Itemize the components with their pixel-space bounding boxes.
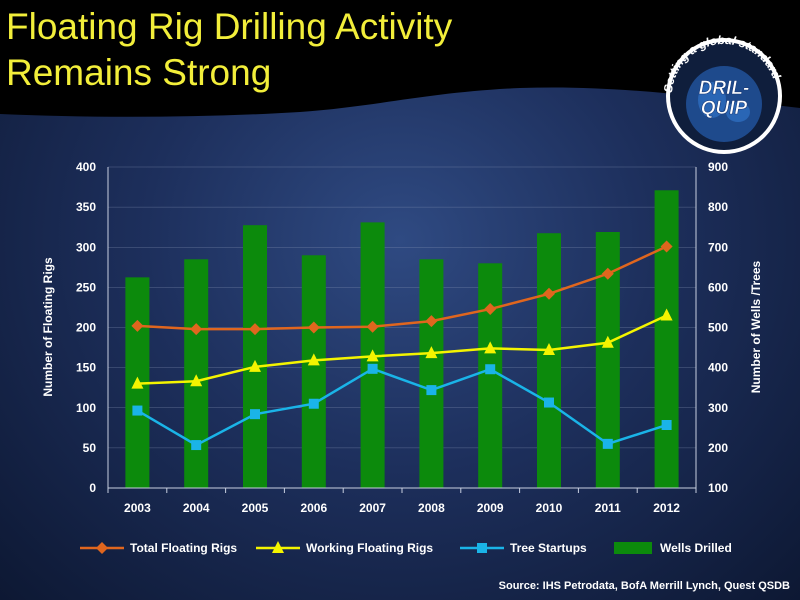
y-axis-right-label: Number of Wells /Trees bbox=[749, 260, 763, 393]
y-left-tick-label: 100 bbox=[76, 401, 96, 415]
y-left-tick-label: 350 bbox=[76, 200, 96, 214]
y-left-tick-label: 250 bbox=[76, 280, 96, 294]
point-tree-startups bbox=[250, 409, 260, 420]
x-tick-label: 2007 bbox=[359, 501, 386, 515]
y-right-tick-label: 200 bbox=[708, 441, 728, 455]
point-total-floating-rigs bbox=[366, 320, 379, 333]
y-right-tick-label: 100 bbox=[708, 481, 728, 495]
y-right-tick-label: 700 bbox=[708, 240, 728, 254]
point-total-floating-rigs bbox=[484, 303, 497, 316]
point-working-floating-rigs bbox=[131, 376, 144, 389]
bar-wells-drilled bbox=[243, 225, 267, 488]
logo-brand-line1: DRIL- bbox=[699, 78, 750, 99]
point-working-floating-rigs bbox=[249, 359, 261, 372]
y-right-tick-label: 800 bbox=[708, 200, 728, 214]
y-axis-left-label: Number of Floating Rigs bbox=[41, 257, 55, 397]
x-tick-label: 2011 bbox=[595, 501, 621, 515]
source-note: Source: IHS Petrodata, BofA Merrill Lync… bbox=[498, 580, 790, 592]
bar-wells-drilled bbox=[478, 263, 503, 488]
x-tick-label: 2005 bbox=[242, 501, 269, 515]
bar-wells-drilled bbox=[301, 255, 326, 488]
x-tick-label: 2012 bbox=[653, 501, 680, 515]
point-tree-startups bbox=[426, 385, 437, 396]
legend-marker-total-floating-rigs bbox=[96, 542, 108, 554]
header-banner: Floating Rig Drilling Activity Remains S… bbox=[0, 0, 800, 130]
y-left-tick-label: 0 bbox=[89, 481, 96, 495]
y-right-tick-label: 600 bbox=[708, 280, 728, 294]
point-tree-startups bbox=[485, 364, 496, 375]
logo-brand-line2: QUIP bbox=[701, 98, 748, 119]
point-total-floating-rigs bbox=[249, 323, 261, 336]
point-working-floating-rigs bbox=[601, 335, 614, 348]
point-tree-startups bbox=[661, 420, 672, 431]
company-logo: Setting a global standard DRIL- QUIP bbox=[661, 33, 784, 154]
legend-label-total-floating-rigs: Total Floating Rigs bbox=[130, 541, 237, 555]
point-tree-startups bbox=[544, 397, 554, 408]
point-working-floating-rigs bbox=[366, 349, 379, 362]
y-right-tick-label: 900 bbox=[708, 160, 728, 174]
page-title-line1: Floating Rig Drilling Activity bbox=[6, 6, 453, 47]
x-tick-label: 2009 bbox=[477, 501, 504, 515]
legend-marker-working-floating-rigs bbox=[272, 541, 284, 553]
y-right-tick-label: 300 bbox=[708, 401, 728, 415]
point-tree-startups bbox=[191, 440, 202, 451]
legend-marker-tree-startups bbox=[477, 543, 487, 553]
y-left-tick-label: 200 bbox=[76, 321, 96, 335]
point-tree-startups bbox=[132, 405, 143, 416]
line-tree-startups bbox=[136, 367, 667, 447]
page-title-line2: Remains Strong bbox=[6, 52, 272, 93]
bar-wells-drilled bbox=[654, 190, 679, 488]
bar-wells-drilled bbox=[184, 259, 209, 488]
x-tick-label: 2004 bbox=[183, 501, 210, 515]
point-total-floating-rigs bbox=[601, 267, 614, 280]
point-total-floating-rigs bbox=[307, 321, 320, 334]
point-working-floating-rigs bbox=[660, 308, 673, 321]
legend-label-working-floating-rigs: Working Floating Rigs bbox=[306, 541, 433, 555]
point-working-floating-rigs bbox=[190, 374, 203, 387]
x-tick-label: 2006 bbox=[300, 501, 327, 515]
bar-wells-drilled bbox=[419, 259, 444, 488]
bar-wells-drilled bbox=[537, 233, 561, 488]
point-total-floating-rigs bbox=[190, 323, 203, 336]
point-tree-startups bbox=[308, 398, 319, 409]
point-working-floating-rigs bbox=[425, 346, 438, 359]
x-tick-label: 2003 bbox=[124, 501, 151, 515]
legend-label-tree-startups: Tree Startups bbox=[510, 541, 587, 555]
y-left-tick-label: 150 bbox=[76, 361, 96, 375]
line-total-floating-rigs bbox=[137, 245, 668, 331]
point-total-floating-rigs bbox=[131, 319, 144, 332]
y-left-tick-label: 300 bbox=[76, 240, 96, 254]
chart-legend: Total Floating Rigs Working Floating Rigs… bbox=[80, 541, 732, 555]
legend-label-wells-drilled: Wells Drilled bbox=[660, 541, 732, 555]
point-working-floating-rigs bbox=[307, 353, 320, 366]
point-working-floating-rigs bbox=[543, 342, 555, 355]
x-tick-label: 2008 bbox=[418, 501, 445, 515]
point-working-floating-rigs bbox=[484, 341, 497, 354]
point-tree-startups bbox=[367, 363, 378, 374]
y-right-tick-label: 500 bbox=[708, 321, 728, 335]
point-total-floating-rigs bbox=[425, 315, 438, 328]
line-working-floating-rigs bbox=[137, 314, 668, 385]
header-wave bbox=[0, 0, 800, 117]
point-tree-startups bbox=[602, 438, 613, 449]
y-left-tick-label: 400 bbox=[76, 160, 96, 174]
point-total-floating-rigs bbox=[543, 287, 555, 300]
y-right-tick-label: 400 bbox=[708, 361, 728, 375]
x-tick-label: 2010 bbox=[536, 501, 563, 515]
point-total-floating-rigs bbox=[660, 240, 673, 253]
y-left-tick-label: 50 bbox=[83, 441, 97, 455]
legend-swatch-wells-drilled bbox=[614, 542, 652, 554]
